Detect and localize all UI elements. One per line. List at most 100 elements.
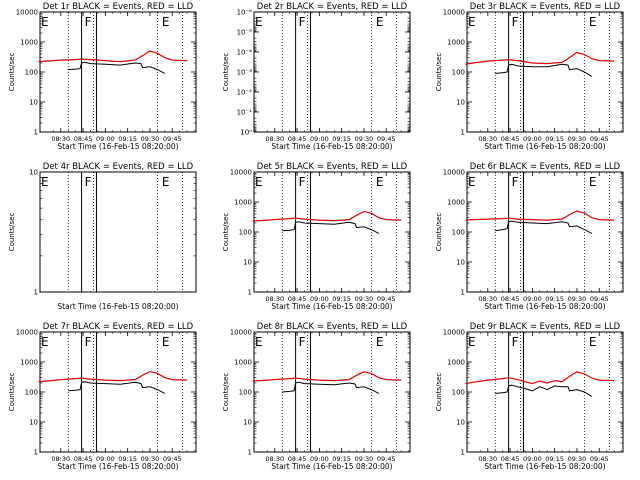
y-tick-label: 1000 <box>234 359 252 367</box>
x-tick-label: 09:45 <box>377 135 396 143</box>
panel-title: Det 4r BLACK = Events, RED = LLD <box>43 162 194 172</box>
y-tick-label: 10⁻¹ <box>237 109 253 117</box>
marker-label-f: F <box>512 335 519 349</box>
y-tick-label: 1 <box>461 449 465 457</box>
x-tick-label: 09:00 <box>310 295 329 303</box>
y-tick-label: 100 <box>25 69 38 77</box>
y-tick-label: 1000 <box>447 39 465 47</box>
y-tick-label: 10⁻⁵ <box>237 29 253 37</box>
y-tick-label: 1 <box>248 289 252 297</box>
y-tick-label: 1 <box>34 449 38 457</box>
panel-det-8r: Det 8r BLACK = Events, RED = LLD 1 10 100 10… <box>222 322 411 471</box>
x-tick-label: 09:15 <box>332 135 351 143</box>
x-tick-label: 09:15 <box>545 135 564 143</box>
y-tick-label: 10 <box>456 259 465 267</box>
x-tick-label: 08:45 <box>74 135 93 143</box>
y-tick-label: 10000 <box>16 9 38 17</box>
y-axis-label: Counts/sec <box>222 373 230 412</box>
marker-label-f: F <box>299 15 306 29</box>
panel-det-7r: Det 7r BLACK = Events, RED = LLD 1 10 100 10… <box>8 322 197 471</box>
y-tick-label: 10⁰ <box>240 129 252 137</box>
y-tick-label: 1000 <box>447 359 465 367</box>
lld-series-line <box>465 51 615 65</box>
panel-title: Det 3r BLACK = Events, RED = LLD <box>470 2 621 12</box>
y-tick-label: 1 <box>34 129 38 137</box>
y-tick-label: 10⁻² <box>237 89 253 97</box>
panel-det-6r: Det 6r BLACK = Events, RED = LLD 1 10 100 10… <box>435 162 624 311</box>
lld-series-line <box>252 371 402 382</box>
x-tick-label: 09:00 <box>523 135 542 143</box>
events-series-line <box>495 63 593 78</box>
x-tick-label: 09:15 <box>118 455 137 463</box>
plot-frame <box>253 11 411 133</box>
x-tick-label: 09:15 <box>118 135 137 143</box>
x-tick-label: 09:45 <box>590 455 609 463</box>
marker-label-e: E <box>41 335 49 349</box>
plot-frame <box>466 171 624 293</box>
y-tick-label: 10000 <box>443 169 465 177</box>
y-tick-label: 10000 <box>16 329 38 337</box>
x-axis-label: Start Time (16-Feb-15 08:20:00) <box>484 302 605 311</box>
y-tick-label: 1000 <box>447 199 465 207</box>
events-series-line <box>68 381 166 394</box>
y-tick-label: 10 <box>243 259 252 267</box>
plot-frame <box>466 11 624 133</box>
lld-series-line <box>465 210 615 221</box>
y-axis-label: Counts/sec <box>8 213 16 252</box>
x-tick-label: 08:45 <box>288 135 307 143</box>
x-axis-label: Start Time (16-Feb-15 08:20:00) <box>484 462 605 471</box>
x-tick-label: 08:45 <box>501 455 520 463</box>
x-tick-label: 08:45 <box>501 295 520 303</box>
y-tick-label: 100 <box>452 229 465 237</box>
panel-title: Det 6r BLACK = Events, RED = LLD <box>470 162 621 172</box>
marker-label-e: E <box>255 335 263 349</box>
marker-label-e: E <box>376 15 384 29</box>
panel-title: Det 7r BLACK = Events, RED = LLD <box>43 322 194 332</box>
y-tick-label: 1000 <box>234 199 252 207</box>
marker-label-f: F <box>512 15 519 29</box>
y-tick-label: 10000 <box>443 329 465 337</box>
x-tick-label: 09:45 <box>163 135 182 143</box>
y-tick-label: 10⁻⁶ <box>237 9 253 17</box>
marker-label-e: E <box>589 15 597 29</box>
x-tick-label: 09:15 <box>332 455 351 463</box>
x-tick-label: 08:30 <box>478 295 497 303</box>
events-series-line <box>282 221 380 234</box>
x-tick-label: 09:30 <box>141 455 160 463</box>
x-tick-label: 09:45 <box>590 135 609 143</box>
plot-frame <box>466 331 624 453</box>
y-tick-label: 1000 <box>20 359 38 367</box>
lld-series-line <box>38 370 188 383</box>
y-tick-label: 1000 <box>20 39 38 47</box>
x-tick-label: 09:00 <box>523 295 542 303</box>
x-tick-label: 08:45 <box>501 135 520 143</box>
y-tick-label: 100 <box>25 389 38 397</box>
y-tick-label: 1 <box>461 129 465 137</box>
y-axis-label: Counts/sec <box>8 373 16 412</box>
x-tick-label: 09:00 <box>310 135 329 143</box>
marker-label-e: E <box>41 175 49 189</box>
y-axis-label: Counts/sec <box>435 53 443 92</box>
lld-series-line <box>252 210 402 222</box>
x-tick-label: 09:00 <box>96 455 115 463</box>
x-tick-label: 09:30 <box>568 455 587 463</box>
marker-label-f: F <box>85 335 92 349</box>
marker-label-e: E <box>255 175 263 189</box>
y-tick-label: 10000 <box>230 329 252 337</box>
marker-label-e: E <box>589 175 597 189</box>
marker-label-f: F <box>512 175 519 189</box>
x-tick-label: 09:30 <box>355 135 374 143</box>
x-tick-label: 09:15 <box>545 455 564 463</box>
y-tick-label: 1 <box>34 289 38 297</box>
x-tick-label: 09:45 <box>163 455 182 463</box>
panel-det-1r: Det 1r BLACK = Events, RED = LLD 1 10 100 10… <box>8 2 197 151</box>
y-tick-label: 10⁻³ <box>237 69 253 77</box>
x-tick-label: 08:30 <box>265 295 284 303</box>
events-series-line <box>68 61 166 74</box>
x-axis-label: Start Time (16-Feb-15 08:20:00) <box>57 142 178 151</box>
x-tick-label: 09:45 <box>590 295 609 303</box>
y-tick-label: 1 <box>461 289 465 297</box>
plot-frame <box>253 171 411 293</box>
x-tick-label: 09:00 <box>96 135 115 143</box>
